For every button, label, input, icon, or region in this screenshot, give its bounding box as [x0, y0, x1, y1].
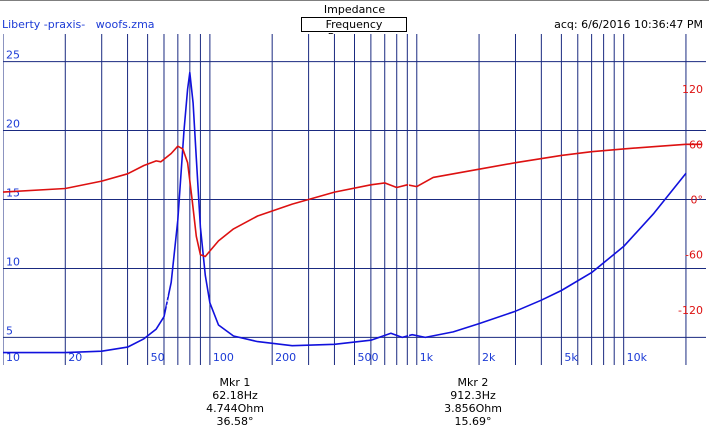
marker-1-title: Mkr 1 — [219, 376, 251, 389]
chart-title: Impedance — [323, 3, 386, 16]
x-tick-label: 100 — [213, 351, 234, 364]
x-tick-label: 10k — [627, 351, 648, 364]
marker-1-readout: Mkr 1 62.18Hz 4.744Ohm 36.58° — [175, 376, 295, 428]
impedance-magnitude-line — [3, 71, 687, 354]
marker-1-impedance: 4.744Ohm — [206, 402, 264, 415]
frequency-response-button[interactable]: Frequency Response — [301, 17, 407, 44]
left-axis-tick-label: 10 — [6, 255, 20, 268]
marker-2-frequency: 912.3Hz — [450, 389, 496, 402]
x-tick-label: 10 — [6, 351, 20, 364]
marker-1-phase: 36.58° — [216, 415, 254, 428]
x-tick-label: 50 — [151, 351, 165, 364]
marker-2-title: Mkr 2 — [457, 376, 489, 389]
x-tick-label: 500 — [358, 351, 379, 364]
impedance-phase-line — [3, 143, 703, 258]
left-axis-tick-label: 20 — [6, 118, 20, 131]
right-axis-tick-label: 120 — [682, 83, 703, 96]
acquisition-timestamp: acq: 6/6/2016 10:36:47 PM — [554, 18, 703, 31]
measurement-info: Liberty -praxis- woofs.zma — [2, 18, 155, 31]
marker-1-frequency: 62.18Hz — [212, 389, 258, 402]
impedance-plot[interactable]: 10 20 50 100 200 500 1k 2k 5k 10k 5 10 15 20 25 120 60 0°… — [3, 34, 706, 365]
right-axis-tick-label: -120 — [678, 304, 703, 317]
left-axis-tick-label: 15 — [6, 187, 20, 200]
x-tick-label: 20 — [68, 351, 82, 364]
x-tick-label: 2k — [482, 351, 496, 364]
marker-2-impedance: 3.856Ohm — [444, 402, 502, 415]
left-axis-tick-label: 25 — [6, 49, 20, 62]
right-axis-tick-label: -60 — [685, 249, 703, 262]
left-axis-tick-label: 5 — [6, 324, 13, 337]
top-border — [0, 0, 709, 1]
marker-2-readout: Mkr 2 912.3Hz 3.856Ohm 15.69° — [413, 376, 533, 428]
x-tick-label: 200 — [275, 351, 296, 364]
x-tick-label: 1k — [420, 351, 434, 364]
right-axis-tick-label: 0° — [691, 194, 704, 207]
marker-2-phase: 15.69° — [454, 415, 492, 428]
x-tick-label: 5k — [564, 351, 578, 364]
